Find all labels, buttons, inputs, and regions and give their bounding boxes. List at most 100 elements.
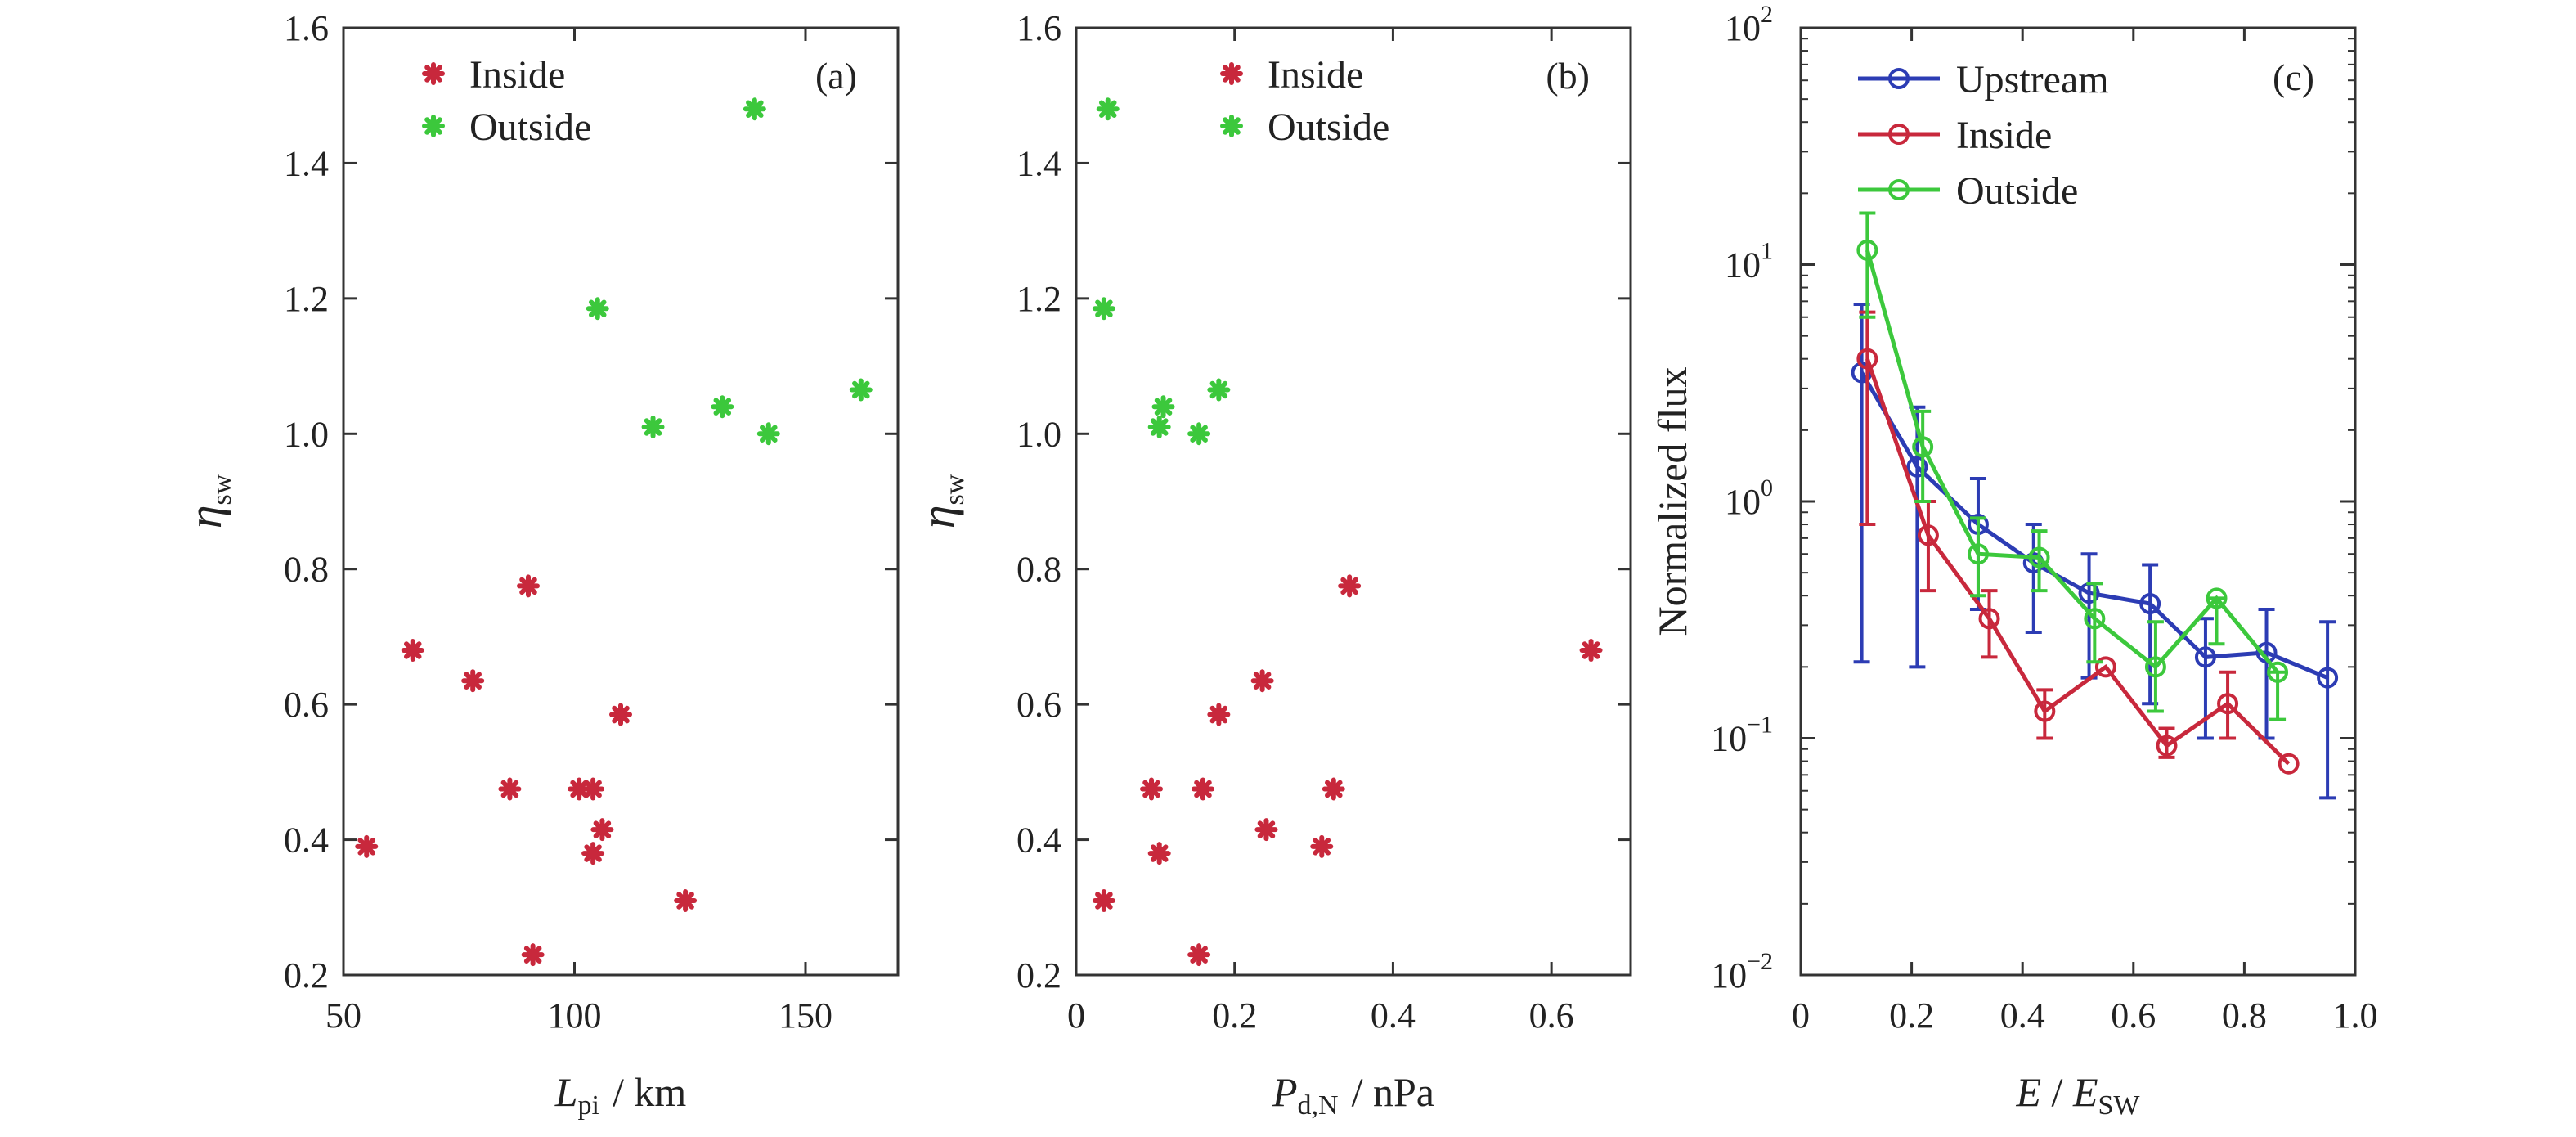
x-tick-label: 0 [1792,995,1810,1036]
data-point-outside [1207,378,1231,402]
panel-label: (c) [2273,56,2314,98]
series-line [1865,357,2291,766]
legend-label: Outside [1956,169,2078,213]
x-tick-label: 0.4 [2000,995,2045,1036]
x-axis-label-unit: / km [613,1069,686,1115]
y-axis-label-symbol: η [178,506,231,529]
data-point [2206,587,2228,609]
x-tick-label: 50 [325,995,361,1036]
legend-label: Upstream [1956,58,2109,101]
data-point-outside [1187,422,1211,446]
data-point [2028,546,2050,568]
y-tick-label: 0.6 [284,685,329,725]
panel-c-line-chart: 0 0.2 0.4 0.6 0.8 1.010−210−1100101102Normali… [1649,1,2378,1121]
x-axis-label-symbol: E [2072,1069,2098,1115]
x-tick-label: 1.0 [2333,995,2378,1036]
data-point-outside [1096,97,1120,121]
y-tick-label: 1.4 [1016,143,1061,183]
data-point-inside [581,842,605,865]
data-point-inside [1250,669,1274,693]
data-point [2139,593,2161,615]
data-point [1856,348,1878,370]
data-point [2094,656,2116,678]
y-tick-exponent: −2 [1747,948,1773,975]
x-axis-label-symbol: E [2016,1069,2042,1115]
data-point [1967,543,1989,565]
y-axis-label-subscript: sw [207,474,237,505]
x-axis-label-subscript: SW [2098,1090,2141,1121]
series-line [1865,249,2280,674]
x-axis-label: Lpi / km [554,1069,687,1121]
y-tick-base: 10 [1711,955,1747,995]
legend-marker [1888,124,1910,145]
y-tick-label: 1.0 [284,414,329,454]
data-point-outside [711,395,734,419]
data-point-inside [1187,943,1211,967]
series-outside [1856,211,2289,721]
data-point-outside [1147,416,1171,439]
y-tick-label: 1.2 [1016,279,1061,319]
y-tick-label: 102 [1725,1,1773,48]
plot-frame [342,26,900,977]
y-axis-label-subscript: sw [940,474,970,505]
legend-marker [1888,68,1910,89]
x-tick-label: 100 [548,995,602,1036]
data-point-inside [609,703,632,726]
x-axis-label-subscript: d,N [1298,1090,1339,1121]
legend-label: Outside [469,106,591,149]
legend-marker [422,62,445,85]
y-tick-label: 101 [1725,238,1773,285]
y-tick-label: 0.8 [1016,550,1061,590]
x-tick-label: 0.2 [1212,995,1257,1036]
data-point-inside [461,669,485,693]
series-inside [1856,310,2300,775]
y-axis-label-symbol: η [911,506,964,529]
y-tick-exponent: 1 [1761,238,1773,265]
y-tick-exponent: 0 [1761,474,1773,501]
panel-label: (b) [1546,55,1590,97]
y-tick-label: 1.2 [284,279,329,319]
x-axis-label: Pd,N / nPa [1272,1069,1434,1121]
panel-a-scatter: 50 100 150 0.2 0.4 0.6 0.8 1.0 1.2 1.4 1.6 ηsw Lpi / … [178,8,900,1121]
data-point-inside [1092,889,1115,913]
y-axis-label: ηsw [178,474,237,528]
data-point-inside [1322,777,1345,801]
y-tick-base: 10 [1711,719,1747,759]
y-tick-label: 10−1 [1711,712,1773,759]
x-tick-label: 150 [779,995,832,1036]
data-point [1978,608,2000,630]
data-point-inside [1338,574,1362,598]
y-tick-label: 1.6 [1016,8,1061,48]
data-point-inside [1147,842,1171,865]
x-tick-label: 0.6 [2111,995,2156,1036]
data-point-inside [355,834,379,858]
y-tick-label: 0.2 [1016,955,1061,995]
legend-label: Inside [1268,53,1363,97]
y-tick-label: 0.2 [284,955,329,995]
series-line [1860,371,2329,680]
data-point-inside [590,818,614,842]
y-axis-label: Normalized flux [1649,366,1695,636]
data-point [2267,661,2289,683]
x-axis-label-symbol: L [554,1069,578,1115]
y-tick-label: 0.4 [1016,820,1061,861]
data-point-inside [498,777,522,801]
data-point-outside [743,97,766,121]
data-point-inside [1254,818,1278,842]
legend-marker [1220,115,1243,137]
data-point-inside [1310,834,1334,858]
x-tick-label: 0.8 [2222,995,2267,1036]
x-tick-label: 0.4 [1371,995,1416,1036]
data-point-outside [641,416,665,439]
data-point-outside [756,422,780,446]
data-point-inside [517,574,540,598]
x-axis-label: E / ESW [2016,1069,2141,1121]
legend-marker [1220,62,1243,85]
y-tick-label: 0.4 [284,820,329,861]
data-point-inside [674,889,698,913]
legend-label: Inside [469,53,565,97]
data-point-inside [581,777,605,801]
data-point [2034,700,2056,722]
data-point-inside [521,943,545,967]
